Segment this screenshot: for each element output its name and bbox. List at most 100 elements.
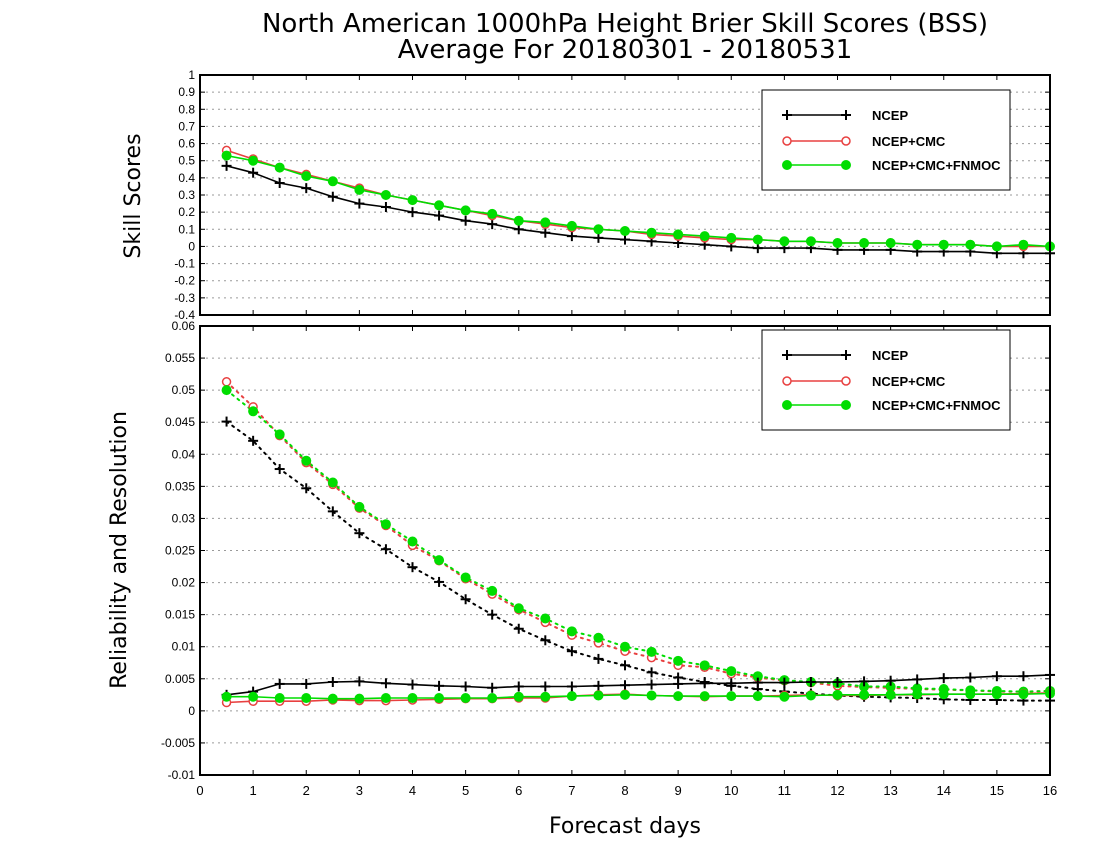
bottom-point-ncep [726,678,737,689]
bottom-point-ncep-cmc-fnmoc [221,385,232,396]
bottom-point-ncep-cmc-fnmoc [912,689,923,700]
bottom-point-ncep-cmc-fnmoc [991,689,1002,700]
bottom-point-ncep [646,679,657,690]
bottom-legend-marker [782,376,792,386]
bottom-point-ncep [434,680,445,691]
top-ytick-label: 0.7 [178,119,195,133]
bottom-point-ncep [301,678,312,689]
bottom-point-ncep [805,676,816,687]
top-legend-marker [841,136,851,146]
bottom-ytick-label: 0.01 [172,640,196,654]
bottom-point-ncep-cmc-fnmoc [752,691,763,702]
bottom-legend-label-ncep-cmc: NCEP+CMC [872,374,946,389]
bottom-point-ncep-cmc-fnmoc [354,693,365,704]
bottom-legend-marker [782,350,792,360]
bottom-ytick-label: 0.025 [165,544,195,558]
bottom-point-ncep [646,667,657,678]
bottom-point-ncep-cmc-fnmoc [248,691,259,702]
bottom-point-ncep [487,609,498,620]
bottom-point-ncep-cmc-fnmoc [434,693,445,704]
chart-subtitle: Average For 20180301 - 20180531 [398,35,853,65]
bottom-point-ncep [699,678,710,689]
bottom-point-ncep [593,680,604,691]
bottom-ytick-label: 0 [188,704,195,718]
x-tick-label: 0 [196,783,203,798]
top-point-ncep-cmc-fnmoc [885,238,896,248]
top-plot-frame [199,74,1051,316]
bottom-ytick-label: 0.02 [172,576,196,590]
bottom-point-ncep-cmc-fnmoc [620,689,630,700]
bottom-ytick-label: -0.01 [168,768,196,782]
bottom-ytick-label: 0.03 [172,511,196,525]
top-point-ncep-cmc-fnmoc [620,226,630,236]
bottom-point-ncep [301,483,312,494]
top-ytick-label: -0.4 [174,308,195,322]
top-point-ncep [407,207,418,218]
top-point-ncep [566,231,577,242]
bottom-point-ncep-cmc-fnmoc [673,691,684,702]
bottom-point-ncep-cmc-fnmoc [327,477,338,488]
top-point-ncep-cmc-fnmoc [354,184,365,195]
top-point-ncep [274,178,285,188]
x-tick-label: 8 [621,783,628,798]
x-tick-label: 9 [675,783,682,798]
bottom-point-ncep-cmc-fnmoc [699,660,710,671]
bottom-point-ncep [380,544,391,555]
bottom-point-ncep-cmc-fnmoc [726,691,737,702]
bottom-point-ncep-cmc-fnmoc [540,691,551,702]
bottom-point-ncep-cmc-fnmoc [407,693,418,704]
top-ytick-label: 0.6 [178,137,195,151]
top-point-ncep-cmc-fnmoc [407,195,418,206]
top-legend-marker [782,160,792,170]
top-legend-marker [841,110,851,120]
bottom-legend-label-ncep-cmc-fnmoc: NCEP+CMC+FNMOC [872,398,1001,413]
bottom-point-ncep [859,676,870,687]
top-point-ncep [354,198,365,209]
top-point-ncep [487,219,498,230]
bottom-point-ncep-cmc-fnmoc [566,691,577,702]
top-ytick-label: 0.3 [178,188,195,202]
top-legend-marker [782,110,792,120]
bottom-point-ncep-cmc-fnmoc [593,632,604,643]
top-point-ncep-cmc-fnmoc [699,231,710,242]
bottom-point-ncep [540,681,551,692]
top-legend-box [761,89,1011,191]
bottom-point-ncep-cmc [221,377,232,387]
bottom-legend-marker [841,400,851,410]
bottom-point-ncep [540,635,551,646]
bottom-ytick-label: 0.04 [172,447,196,461]
top-point-ncep-cmc-fnmoc [965,239,976,250]
bottom-point-ncep-cmc-fnmoc [965,689,976,700]
bottom-point-ncep-cmc-fnmoc [1018,689,1029,700]
x-tick-label: 14 [937,783,951,798]
top-ytick-label: 0.5 [178,154,195,168]
top-point-ncep-cmc-fnmoc [938,239,949,250]
top-legend-marker [782,136,792,146]
x-tick-label: 10 [724,783,738,798]
top-point-ncep [513,224,524,235]
top-point-ncep-cmc-fnmoc [726,232,737,243]
bottom-point-ncep [434,576,445,587]
top-point-ncep-cmc-fnmoc [832,238,843,248]
x-tick-label: 15 [990,783,1004,798]
top-point-ncep-cmc-fnmoc [991,241,1002,252]
bottom-ytick-label: 0.055 [165,351,195,365]
bottom-plot-frame [199,325,1051,776]
bottom-point-ncep [566,646,577,657]
top-point-ncep-cmc-fnmoc [593,224,604,235]
bottom-point-ncep-cmc-fnmoc [487,693,498,704]
x-tick-label: 13 [883,783,897,798]
bottom-point-ncep-cmc-fnmoc [859,689,870,700]
bottom-point-ncep-cmc-fnmoc [434,555,445,566]
bottom-point-ncep [885,675,896,686]
top-point-ncep-cmc-fnmoc [221,150,232,161]
bottom-point-ncep [487,682,498,693]
bottom-point-ncep [620,660,630,671]
top-ytick-label: 0 [188,239,195,253]
reliability-resolution-panel: 0.060.0550.050.0450.040.0350.030.0250.02… [161,319,1057,798]
bottom-point-ncep [566,681,577,692]
x-axis-label: Forecast days [549,814,701,839]
bottom-point-ncep [380,678,391,689]
bottom-point-ncep-cmc-fnmoc [699,691,710,702]
